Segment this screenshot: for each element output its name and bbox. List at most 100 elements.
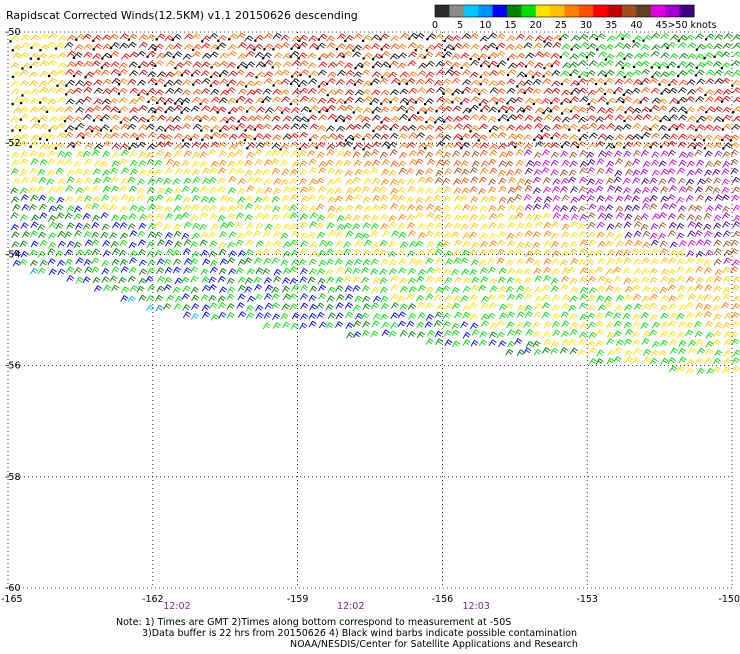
wind-barb (660, 248, 668, 254)
wind-barb (569, 305, 577, 311)
wind-barb (191, 242, 199, 248)
wind-barb (291, 250, 299, 256)
wind-barb (48, 87, 56, 92)
wind-barb (686, 368, 694, 374)
wind-barb (634, 348, 642, 354)
wind-barb (481, 303, 489, 309)
wind-barb (479, 215, 487, 221)
wind-barb (238, 312, 246, 318)
wind-barb (436, 170, 444, 176)
wind-barb (605, 60, 613, 65)
wind-barb (57, 133, 65, 138)
wind-barb (263, 142, 271, 147)
wind-barb (652, 71, 660, 76)
wind-barb (562, 117, 570, 122)
wind-barb (210, 303, 218, 309)
wind-barb (155, 60, 163, 65)
wind-barb (616, 196, 624, 202)
wind-barb (732, 358, 740, 364)
wind-barb (155, 169, 163, 175)
wind-barb (670, 35, 678, 40)
wind-barb (542, 303, 550, 309)
wind-barb (731, 249, 739, 255)
wind-barb (579, 277, 587, 283)
wind-barb (470, 214, 478, 220)
wind-barb (731, 143, 739, 148)
wind-barb (578, 60, 586, 65)
wind-barb (380, 250, 388, 256)
wind-barb (174, 188, 182, 194)
wind-barb (677, 294, 685, 300)
wind-barb (362, 267, 370, 273)
wind-barb (147, 197, 155, 203)
wind-barb (490, 286, 498, 292)
wind-barb (228, 152, 236, 158)
wind-barb (94, 286, 102, 292)
wind-barb (11, 224, 19, 230)
wind-barb (615, 135, 623, 140)
wind-barb (263, 89, 271, 94)
wind-barb (219, 61, 227, 66)
wind-barb (616, 71, 624, 76)
wind-barb (587, 195, 595, 201)
wind-barb (373, 126, 381, 131)
wind-barb (20, 107, 28, 112)
wind-barb (507, 79, 515, 84)
wind-barb (713, 135, 721, 140)
wind-barb (436, 97, 444, 102)
wind-barb (408, 230, 416, 236)
wind-barb (535, 276, 543, 282)
wind-barb (129, 143, 137, 148)
wind-barb (506, 260, 513, 266)
wind-barb (463, 340, 471, 346)
wind-barb (426, 231, 434, 237)
wind-barb (344, 63, 352, 68)
wind-barb (616, 61, 624, 66)
wind-barb (319, 161, 327, 167)
wind-barb (562, 141, 570, 146)
wind-barb (453, 134, 461, 139)
wind-barb (596, 267, 604, 273)
wind-barb (373, 187, 381, 193)
wind-barb (183, 54, 191, 59)
wind-barb (354, 321, 362, 327)
wind-barb (137, 96, 145, 101)
wind-barb (227, 62, 235, 67)
wind-barb (488, 295, 496, 301)
lon-tick-label: -165 (1, 594, 23, 605)
wind-barb (542, 160, 550, 166)
wind-barb (327, 150, 335, 156)
wind-barb (290, 205, 298, 211)
wind-barb (479, 177, 487, 183)
wind-barb (345, 97, 353, 102)
wind-barb (723, 267, 731, 273)
wind-barb (112, 144, 120, 149)
wind-barb (137, 51, 145, 56)
wind-barb (551, 53, 559, 58)
wind-barb (713, 358, 721, 364)
wind-barb (12, 232, 20, 238)
wind-barb (479, 250, 487, 256)
wind-barb (210, 52, 218, 57)
wind-barb (336, 303, 344, 309)
wind-barb (272, 214, 280, 220)
wind-barb (588, 222, 596, 228)
wind-barb (148, 78, 156, 83)
wind-barb (524, 150, 532, 156)
wind-barb (38, 224, 46, 230)
wind-barb (363, 144, 371, 149)
wind-barb (256, 213, 264, 219)
wind-barb (695, 150, 703, 156)
wind-barb (30, 98, 38, 103)
wind-barb (209, 33, 217, 38)
wind-barb (407, 294, 415, 300)
wind-barb (560, 187, 568, 193)
wind-barb (408, 186, 416, 192)
wind-barb (470, 269, 478, 275)
wind-barb (426, 188, 434, 194)
wind-barb (723, 115, 731, 120)
wind-barb (525, 87, 533, 92)
wind-barb (66, 267, 74, 273)
wind-barb (193, 152, 201, 158)
wind-barb (202, 205, 210, 211)
